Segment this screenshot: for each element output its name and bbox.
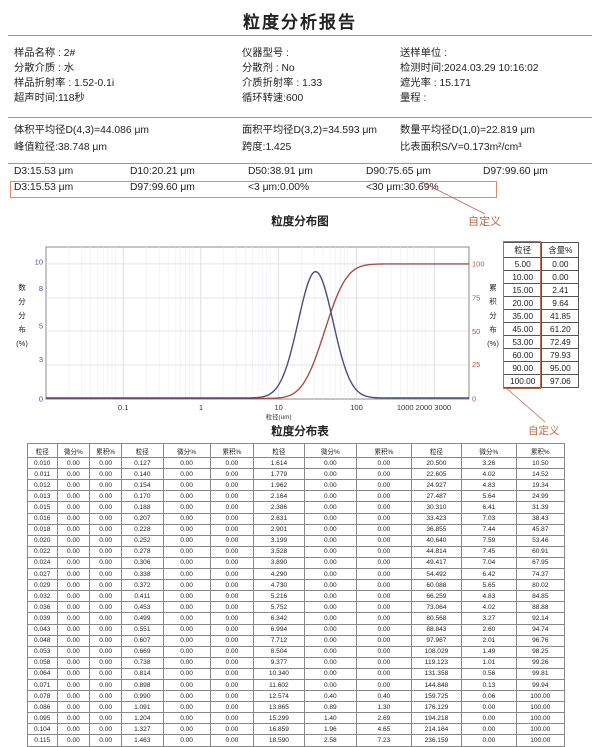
svg-text:布: 布	[489, 324, 497, 334]
svg-text:100: 100	[350, 403, 363, 412]
svg-text:25: 25	[472, 360, 480, 369]
svg-text:(%): (%)	[487, 339, 499, 348]
svg-text:1: 1	[199, 403, 203, 412]
svg-text:8: 8	[39, 284, 43, 293]
svg-text:分: 分	[489, 311, 497, 320]
svg-text:3: 3	[39, 355, 43, 364]
svg-text:(%): (%)	[16, 339, 28, 348]
svg-text:1000 2000 3000: 1000 2000 3000	[397, 403, 451, 412]
svg-text:10: 10	[275, 403, 283, 412]
svg-text:0.1: 0.1	[118, 403, 128, 412]
svg-text:75: 75	[472, 294, 480, 303]
svg-text:50: 50	[472, 327, 480, 336]
svg-text:粒径(um): 粒径(um)	[266, 412, 292, 421]
svg-text:5: 5	[39, 322, 43, 331]
svg-text:布: 布	[18, 324, 26, 334]
svg-text:0: 0	[39, 395, 43, 404]
svg-text:0: 0	[472, 395, 476, 404]
svg-text:100: 100	[472, 260, 485, 269]
svg-text:数: 数	[18, 282, 26, 292]
svg-text:积: 积	[489, 296, 497, 306]
svg-text:10: 10	[35, 258, 43, 267]
svg-text:累: 累	[489, 283, 497, 292]
svg-text:分: 分	[18, 297, 26, 306]
svg-text:分: 分	[18, 311, 26, 320]
